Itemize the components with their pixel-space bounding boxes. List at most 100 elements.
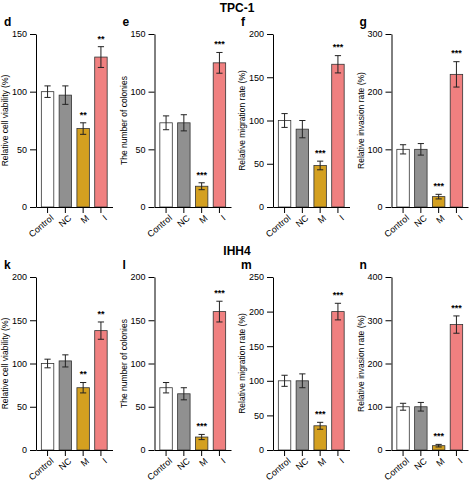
x-tick-mark [302,207,303,213]
x-tick-mark [201,207,202,213]
chart-title: k [4,258,11,272]
y-tick-label: 300 [367,29,382,39]
y-tick: 200 [130,272,154,282]
y-tick-mark [149,207,155,208]
error-bar [335,303,341,320]
x-tick-mark [47,450,48,456]
error-bar [335,56,341,73]
x-tick: NC [175,450,192,472]
y-tick-label: 0 [259,202,264,212]
y-tick-mark [267,34,273,35]
y-tick-label: 100 [249,116,264,126]
y-tick: 100 [12,87,36,97]
marks [397,316,463,450]
y-tick: 50 [135,402,154,412]
x-tick-mark [65,450,66,456]
y-tick-mark [267,121,273,122]
bar [296,381,308,450]
y-tick: 50 [17,145,36,155]
x-tick-label: Control [382,456,411,482]
error-bar [418,144,424,156]
error-bar-cap [163,129,169,130]
bar [160,123,172,207]
error-bar-cap [216,52,222,53]
error-bar-cap [216,73,222,74]
error-bar [299,374,305,388]
y-tick-label: 50 [17,145,27,155]
error-bar-cap [299,120,305,121]
x-tick-label: I [100,456,108,465]
error-bar-stem [100,47,101,68]
x-tick-mark [456,450,457,456]
error-bar-cap [44,367,50,368]
y-tick-label: 50 [17,402,27,412]
y-tick-label: 100 [249,376,264,386]
y-tick-mark [30,149,36,150]
y-axis-label: Relative cell viability (%) [0,318,10,410]
error-bar [400,403,406,410]
plot-area [160,52,226,207]
y-tick-label: 200 [130,272,145,282]
y-axis-label: The number of colonies [119,319,129,408]
error-bar-cap [62,354,68,355]
error-bar-cap [436,446,442,447]
x-tick-label: I [219,456,227,465]
y-tick-label: 50 [135,402,145,412]
y-tick-label: 50 [254,159,264,169]
x-tick: Control [264,450,293,482]
y-tick-mark [386,277,392,278]
x-tick-label: Control [27,456,56,482]
error-bar-stem [420,402,421,411]
x-tick-label: Control [264,213,293,239]
annotation: ** [80,369,88,379]
y-tick-label: 100 [130,87,145,97]
error-bar-cap [281,113,287,114]
y-tick-label: 50 [135,145,145,155]
y-tick-label: 50 [254,411,264,421]
y-axis: 0100200300 [367,29,392,212]
y-tick: 50 [254,411,273,421]
error-bar [62,355,68,367]
y-tick-mark [149,407,155,408]
bar [397,407,409,450]
bar [450,325,462,450]
plot-area [278,56,344,207]
error-bar-cap [418,143,424,144]
x-tick-mark [100,207,101,213]
y-tick-label: 0 [140,445,145,455]
error-bar-cap [299,373,305,374]
error-bar-cap [98,67,104,68]
y-tick-mark [149,450,155,451]
y-tick: 200 [367,87,391,97]
marks [397,62,463,207]
y-tick: 0 [377,202,391,212]
x-tick-mark [403,207,404,213]
bar [59,95,71,207]
y-tick-mark [267,381,273,382]
x-tick: Control [382,450,411,482]
x-tick: NC [412,207,429,229]
y-tick: 300 [367,29,391,39]
bar [77,129,89,207]
y-tick-label: 150 [249,73,264,83]
annotation: *** [433,181,444,191]
y-tick-mark [386,407,392,408]
x-tick-label: M [197,456,209,468]
y-tick-label: 0 [22,445,27,455]
y-tick-mark [30,34,36,35]
chart: n0100200300400ControlNCMIRelative invasi… [356,258,469,482]
y-axis-label: Relative invasion rate (%) [356,72,366,169]
annotation: *** [196,170,207,180]
x-tick-label: I [100,213,108,222]
error-bar-cap [436,194,442,195]
x-tick-mark [284,450,285,456]
y-tick-mark [30,92,36,93]
error-bar-cap [335,72,341,73]
x-tick-mark [438,207,439,213]
y-tick-mark [386,92,392,93]
error-bar [44,86,50,98]
x-tick-label: M [434,456,446,468]
y-tick: 200 [249,29,273,39]
axis-line [155,278,156,451]
error-bar [281,375,287,386]
